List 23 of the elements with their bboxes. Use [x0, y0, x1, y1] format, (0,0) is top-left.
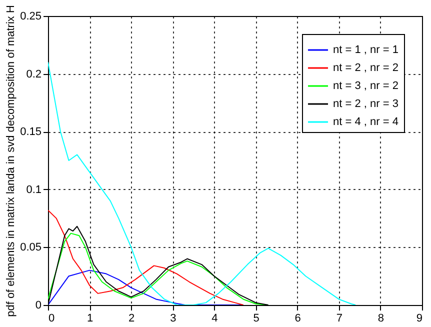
x-tick-label: 9: [416, 312, 422, 324]
legend-label: nt = 2 , nr = 2: [333, 62, 398, 74]
line-series: [48, 210, 244, 305]
x-tick-label: 8: [378, 312, 384, 324]
y-tick-label: 0.25: [20, 10, 42, 22]
x-tick-label: 6: [294, 312, 301, 324]
x-tick-label: 2: [128, 312, 135, 324]
y-tick-label: 0.2: [26, 68, 42, 80]
x-tick-label: 1: [86, 312, 94, 324]
x-tick-label: 3: [170, 312, 176, 324]
y-tick-label: 0.05: [20, 242, 42, 254]
legend-label: nt = 1 , nr = 1: [333, 44, 398, 56]
legend-label: nt = 2 , nr = 3: [333, 98, 398, 110]
y-tick-label: 0.1: [26, 184, 42, 196]
x-tick-label: 5: [253, 312, 260, 324]
x-tick-label: 4: [212, 312, 218, 324]
y-tick-label: 0: [35, 300, 42, 312]
x-tick-label: 7: [336, 312, 342, 324]
legend-label: nt = 3 , nr = 2: [333, 80, 398, 92]
y-tick-label: 0.15: [20, 126, 42, 138]
x-tick-label: 0: [48, 312, 55, 324]
legend-label: nt = 4 , nr = 4: [333, 116, 398, 128]
y-axis-title: pdf of elements in matrix landa in svd decomposition of matrix H: [5, 5, 18, 317]
